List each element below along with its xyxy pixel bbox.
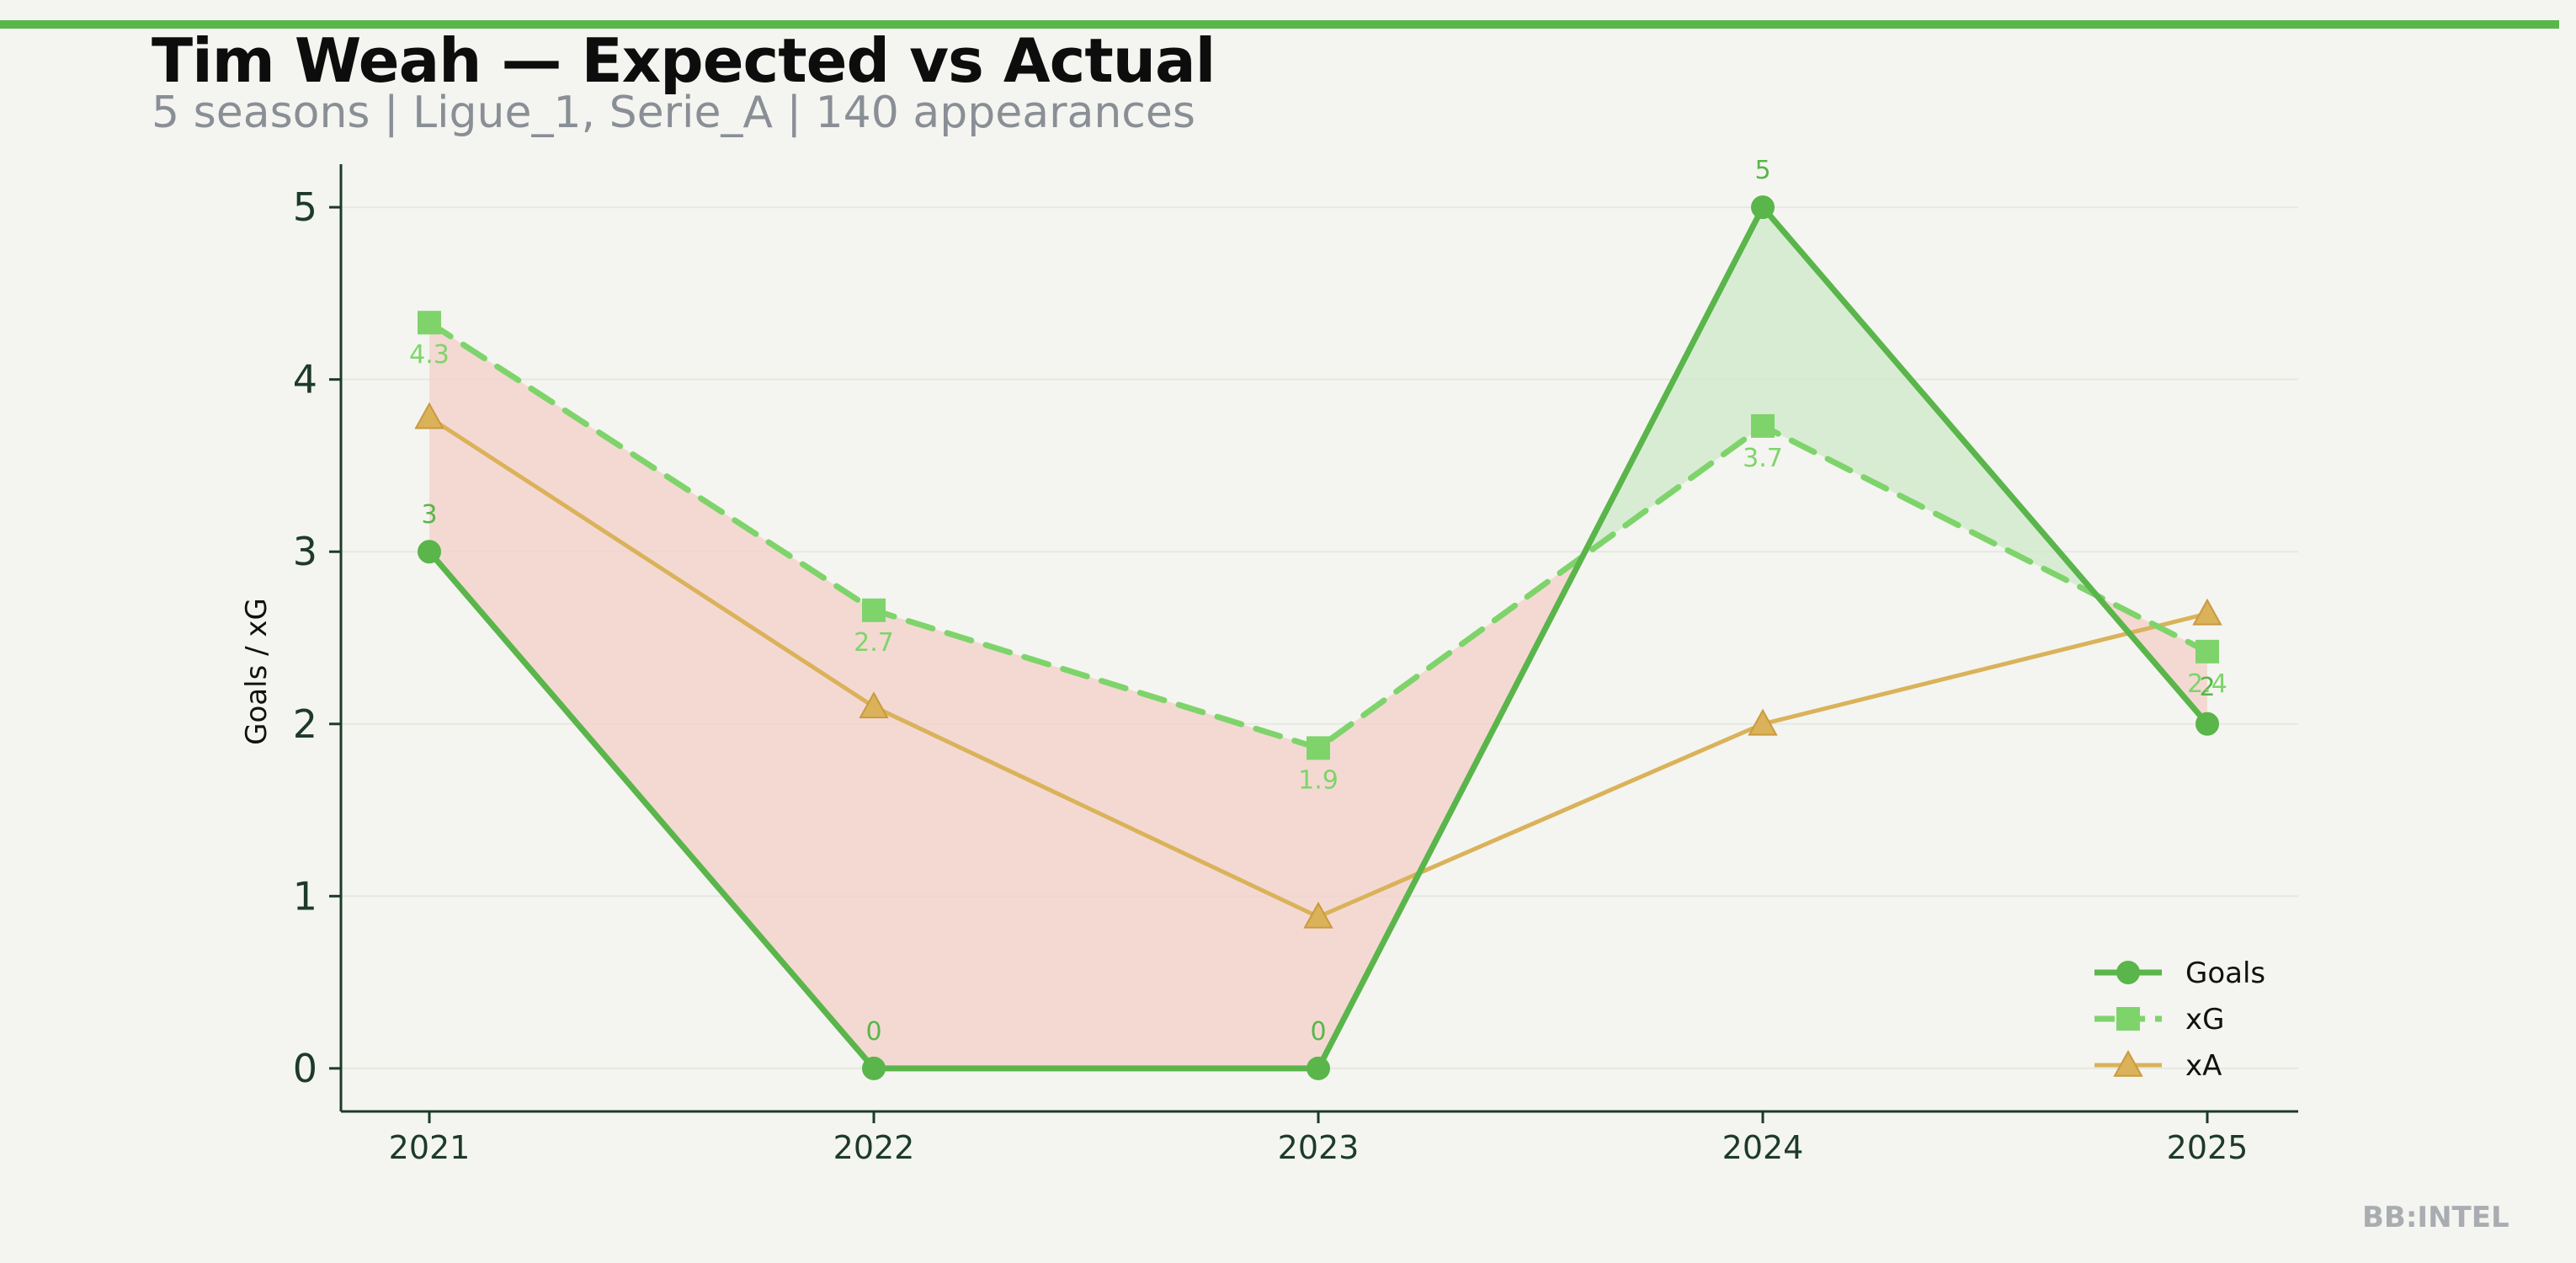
data-label-goals-2024: 5 <box>1754 156 1770 185</box>
point-xg-2021 <box>418 311 441 335</box>
axes: 0 1 2 3 4 5 2021 2022 2023 2024 2025 Goals / xG <box>240 164 2298 1166</box>
x-tick-label-2021: 2021 <box>389 1129 471 1166</box>
data-label-xg-2025: 2.4 <box>2187 669 2227 699</box>
y-tick-label-0: 0 <box>293 1046 317 1091</box>
point-xa-2021 <box>414 402 444 429</box>
y-tick-label-5: 5 <box>293 184 317 230</box>
point-xa-2025 <box>2192 598 2222 626</box>
point-xa-2022 <box>859 691 889 719</box>
data-labels: 3 0 0 5 2 4.3 2.7 1.9 3.7 2.4 <box>409 156 2227 1047</box>
x-tick-label-2024: 2024 <box>1722 1129 1804 1166</box>
point-goals-2021 <box>418 540 441 564</box>
point-xa-2024 <box>1748 708 1778 736</box>
point-goals-2022 <box>862 1056 886 1080</box>
legend-label-xa: xA <box>2185 1049 2222 1083</box>
point-goals-2023 <box>1307 1056 1330 1080</box>
point-xg-2022 <box>862 598 886 622</box>
point-xg-2024 <box>1751 413 1775 438</box>
legend-marker-goals <box>2116 961 2140 984</box>
legend-label-goals: Goals <box>2185 957 2265 990</box>
y-axis-label: Goals / xG <box>240 598 274 745</box>
data-label-xg-2023: 1.9 <box>1298 765 1339 795</box>
legend-marker-xa <box>2113 1049 2143 1077</box>
chart-title: Tim Weah — Expected vs Actual <box>152 25 1216 96</box>
legend-label-xg: xG <box>2185 1003 2224 1037</box>
watermark: BB:INTEL <box>2362 1201 2509 1234</box>
data-label-goals-2025: 2 <box>2199 673 2215 702</box>
series-group <box>414 195 2222 1080</box>
data-label-xg-2024: 3.7 <box>1743 444 1783 473</box>
top-accent-bar <box>0 20 2559 29</box>
data-label-xg-2021: 4.3 <box>409 340 450 370</box>
legend-marker-xg <box>2116 1007 2140 1031</box>
gap-fill-0 <box>429 322 874 1068</box>
y-tick-label-1: 1 <box>293 873 317 919</box>
data-label-goals-2023: 0 <box>1310 1017 1326 1047</box>
x-tick-label-2023: 2023 <box>1278 1129 1360 1166</box>
chart-subtitle: 5 seasons | Ligue_1, Serie_A | 140 appea… <box>152 88 1195 138</box>
y-tick-label-3: 3 <box>293 529 317 574</box>
gap-fill-1 <box>874 610 1318 1068</box>
data-label-goals-2022: 0 <box>865 1017 881 1047</box>
point-goals-2024 <box>1751 195 1775 220</box>
y-tick-label-2: 2 <box>293 701 317 747</box>
data-label-goals-2021: 3 <box>421 500 437 530</box>
point-xg-2025 <box>2195 639 2219 663</box>
point-goals-2025 <box>2195 711 2219 736</box>
y-tick-label-4: 4 <box>293 357 317 402</box>
gap-fills <box>429 207 2207 1068</box>
point-xg-2023 <box>1307 736 1330 760</box>
x-tick-label-2022: 2022 <box>833 1129 915 1166</box>
x-tick-label-2025: 2025 <box>2167 1129 2249 1166</box>
legend: Goals xG xA <box>2094 957 2265 1083</box>
data-label-xg-2022: 2.7 <box>854 628 894 658</box>
point-xa-2023 <box>1303 901 1333 929</box>
